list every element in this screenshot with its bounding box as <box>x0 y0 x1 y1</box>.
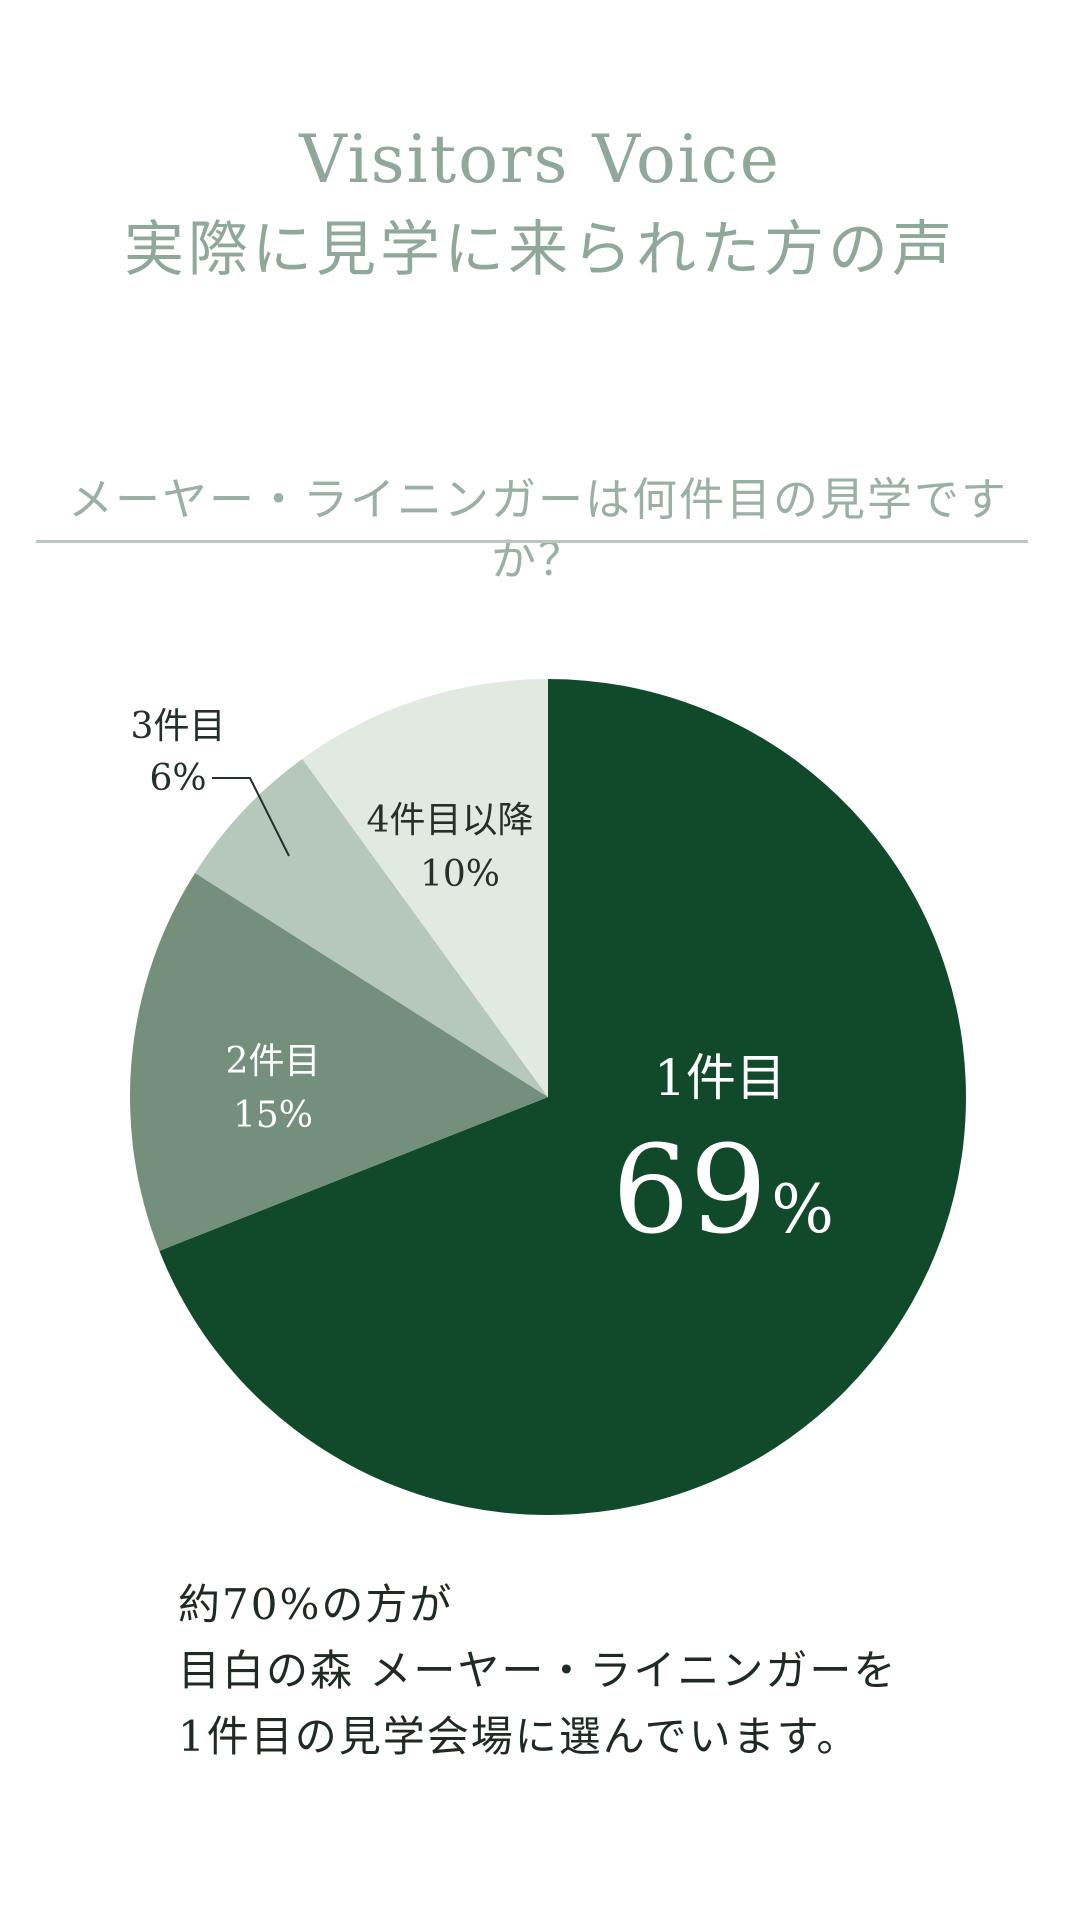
pie-slices <box>129 679 966 1515</box>
slice-1-value: 69 <box>612 1119 767 1261</box>
slice-1-label: 1件目 <box>654 1049 786 1107</box>
question-underline <box>36 540 1028 543</box>
caption: 約70%の方が 目白の森 メーヤー・ライニンガーを 1件目の見学会場に選んでいま… <box>178 1572 1038 1770</box>
slice-1-percent: 69% <box>612 1119 834 1261</box>
slice-1-unit: % <box>771 1171 834 1248</box>
pie-labels: 1件目 69% 2件目 15% 3件目 6% 4件目以降 10% <box>131 706 834 1261</box>
pie-slice-4 <box>302 679 548 1097</box>
slice-3-label: 3件目 <box>131 706 226 747</box>
slice-3-leader-line <box>212 777 290 857</box>
slice-2-label: 2件目 <box>226 1041 321 1082</box>
slice-4-value: 10% <box>420 854 500 895</box>
slice-4-label: 4件目以降 <box>367 800 534 841</box>
caption-line-1: 約70%の方が <box>178 1580 454 1629</box>
title-ja: 実際に見学に来られた方の声 <box>124 215 956 285</box>
slice-2-value: 15% <box>233 1095 313 1136</box>
slice-3-value: 6% <box>149 758 206 799</box>
pie-slice-2 <box>129 873 548 1251</box>
title-en: Visitors Voice <box>299 121 781 198</box>
caption-line-3: 1件目の見学会場に選んでいます。 <box>178 1712 861 1761</box>
pie-slice-1 <box>159 679 966 1515</box>
header: Visitors Voice 実際に見学に来られた方の声 <box>0 120 1080 292</box>
caption-line-2: 目白の森 メーヤー・ライニンガーを <box>178 1646 898 1695</box>
